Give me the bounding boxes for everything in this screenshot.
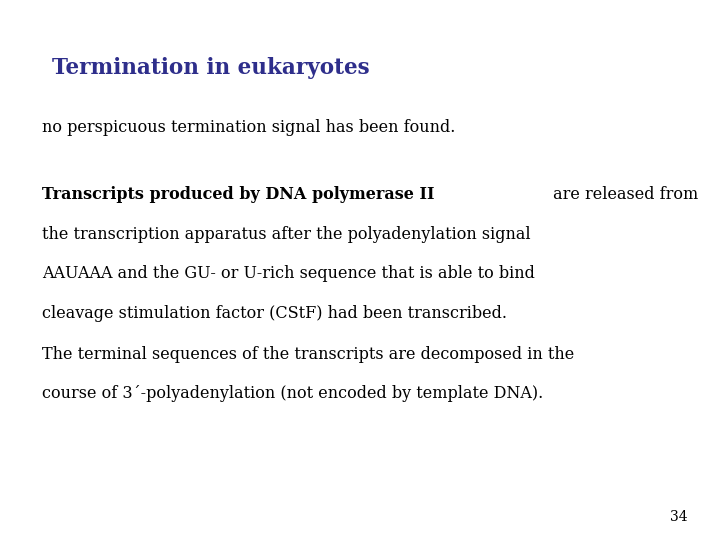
Text: AAUAAA and the GU- or U-rich sequence that is able to bind: AAUAAA and the GU- or U-rich sequence th…	[42, 265, 535, 282]
Text: Termination in eukaryotes: Termination in eukaryotes	[52, 57, 369, 79]
Text: the transcription apparatus after the polyadenylation signal: the transcription apparatus after the po…	[42, 226, 531, 242]
Text: cleavage stimulation factor (CStF) had been transcribed.: cleavage stimulation factor (CStF) had b…	[42, 305, 507, 321]
Text: Transcripts produced by DNA polymerase II: Transcripts produced by DNA polymerase I…	[42, 186, 434, 203]
Text: The terminal sequences of the transcripts are decomposed in the: The terminal sequences of the transcript…	[42, 346, 574, 362]
Text: course of 3´-polyadenylation (not encoded by template DNA).: course of 3´-polyadenylation (not encode…	[42, 385, 543, 402]
Text: are released from: are released from	[548, 186, 698, 203]
Text: no perspicuous termination signal has been found.: no perspicuous termination signal has be…	[42, 119, 455, 136]
Text: 34: 34	[670, 510, 688, 524]
